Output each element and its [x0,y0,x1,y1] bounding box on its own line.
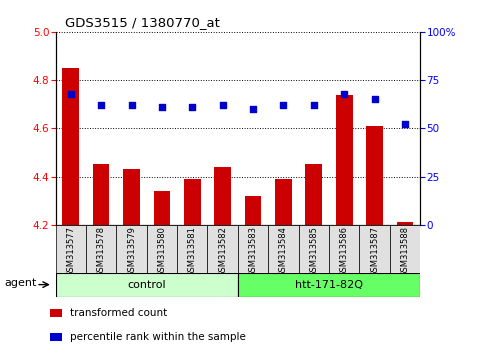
Text: GSM313588: GSM313588 [400,226,410,277]
Bar [305,165,322,225]
Bar [56,225,86,273]
Bar [268,225,298,273]
Bar [62,68,79,225]
Bar [123,169,140,225]
Point [280,102,287,108]
Bar [50,333,62,341]
Bar [147,225,177,273]
Point [128,102,135,108]
Text: GSM313579: GSM313579 [127,226,136,277]
Bar [298,225,329,273]
Point [188,104,196,110]
Text: control: control [128,280,166,290]
Text: htt-171-82Q: htt-171-82Q [295,280,363,290]
Text: agent: agent [4,278,37,289]
Bar [397,222,413,225]
Bar [86,225,116,273]
Point [219,102,227,108]
Bar [184,179,200,225]
Text: GSM313583: GSM313583 [249,226,257,277]
Text: GSM313585: GSM313585 [309,226,318,277]
Bar [390,225,420,273]
Bar [238,273,420,297]
Text: GSM313581: GSM313581 [188,226,197,277]
Bar [366,126,383,225]
Text: GDS3515 / 1380770_at: GDS3515 / 1380770_at [65,16,220,29]
Text: GSM313582: GSM313582 [218,226,227,277]
Text: GSM313580: GSM313580 [157,226,167,277]
Point [401,122,409,127]
Bar [50,309,62,317]
Bar [214,167,231,225]
Text: GSM313578: GSM313578 [97,226,106,277]
Point [341,91,348,96]
Bar [245,196,261,225]
Point [371,97,379,102]
Bar [154,191,170,225]
Bar [208,225,238,273]
Point [158,104,166,110]
Bar [359,225,390,273]
Text: GSM313586: GSM313586 [340,226,349,277]
Bar [93,165,110,225]
Bar [238,225,268,273]
Point [97,102,105,108]
Point [249,106,257,112]
Bar [329,225,359,273]
Text: percentile rank within the sample: percentile rank within the sample [70,332,245,342]
Text: GSM313584: GSM313584 [279,226,288,277]
Text: GSM313577: GSM313577 [66,226,75,277]
Text: transformed count: transformed count [70,308,167,318]
Point [310,102,318,108]
Bar [116,225,147,273]
Point [67,91,74,96]
Bar [275,179,292,225]
Bar [56,273,238,297]
Bar [177,225,208,273]
Bar [336,95,353,225]
Text: GSM313587: GSM313587 [370,226,379,277]
